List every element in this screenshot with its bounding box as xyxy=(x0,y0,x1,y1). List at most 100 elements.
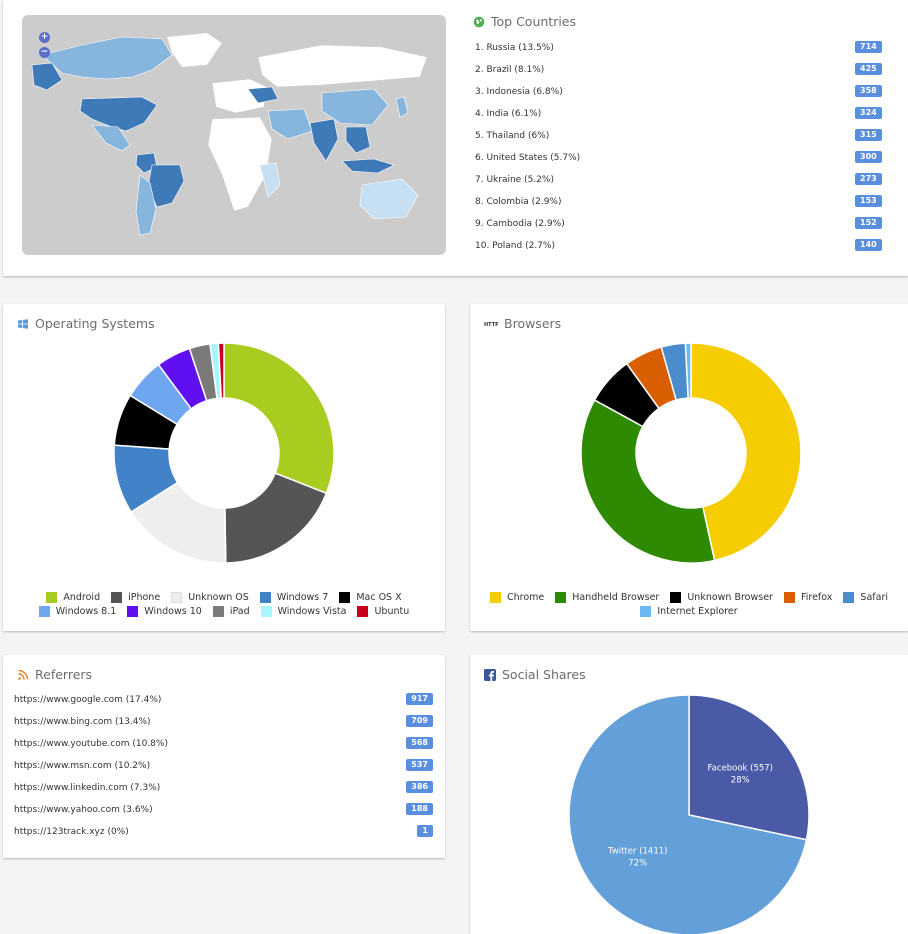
browsers-donut-chart xyxy=(580,342,802,564)
os-legend-swatch xyxy=(38,606,50,617)
browser-slice-internet-explorer[interactable] xyxy=(684,342,692,399)
os-legend-label: Android xyxy=(63,592,101,603)
social-slice-label: Twitter (1411) xyxy=(607,847,667,857)
browser-slice-chrome[interactable] xyxy=(690,342,802,562)
referrers-panel: Referrers https://www.google.com (17.4%)… xyxy=(3,655,445,858)
country-count-badge: 714 xyxy=(855,41,882,53)
country-count-badge: 315 xyxy=(855,129,882,141)
map-usa[interactable] xyxy=(79,96,158,132)
country-label: 1. Russia (13.5%) xyxy=(475,43,554,53)
country-count-badge: 324 xyxy=(855,107,882,119)
top-countries-title: Top Countries xyxy=(473,14,576,29)
social-shares-title: Social Shares xyxy=(484,667,586,682)
map-africa-east[interactable] xyxy=(259,162,281,198)
browser-legend-item[interactable]: Safari xyxy=(843,592,888,603)
referrer-label[interactable]: https://www.google.com (17.4%) xyxy=(14,695,162,705)
country-label: 6. United States (5.7%) xyxy=(475,153,581,163)
referrer-label[interactable]: https://www.youtube.com (10.8%) xyxy=(14,739,168,749)
map-russia[interactable] xyxy=(257,44,428,88)
map-middle-east[interactable] xyxy=(267,108,313,140)
social-shares-panel: Social Shares Facebook (557) 28% Twitter (… xyxy=(470,655,908,934)
referrer-count-badge: 568 xyxy=(406,737,433,749)
os-legend-label: Ubuntu xyxy=(374,606,410,617)
os-legend-item[interactable]: Mac OS X xyxy=(339,592,402,603)
browser-slice-handheld-browser[interactable] xyxy=(580,399,716,564)
map-china[interactable] xyxy=(321,88,389,126)
os-legend-item[interactable]: Unknown OS xyxy=(171,592,249,603)
operating-systems-title-text: Operating Systems xyxy=(35,316,155,331)
os-legend-label: iPhone xyxy=(128,592,161,603)
social-shares-title-text: Social Shares xyxy=(502,667,586,682)
os-legend-label: Windows Vista xyxy=(277,606,347,617)
world-map[interactable]: + − xyxy=(22,15,446,255)
os-slice-android[interactable] xyxy=(223,342,335,495)
referrer-label[interactable]: https://www.bing.com (13.4%) xyxy=(14,717,151,727)
os-legend-item[interactable]: Windows 10 xyxy=(127,606,202,617)
social-shares-pie-chart: Facebook (557) 28% Twitter (1411) 72% xyxy=(568,694,810,934)
map-southeast-asia[interactable] xyxy=(345,126,371,154)
country-count-badge: 273 xyxy=(855,173,882,185)
os-legend-item[interactable]: Windows 7 xyxy=(259,592,329,603)
operating-systems-donut-chart xyxy=(113,342,335,564)
os-legend-label: Windows 7 xyxy=(276,592,329,603)
os-legend-item[interactable]: iPhone xyxy=(111,592,160,603)
social-slice-facebook[interactable] xyxy=(688,694,810,841)
map-japan[interactable] xyxy=(395,96,409,118)
map-australia[interactable] xyxy=(359,178,419,220)
country-count-badge: 358 xyxy=(855,85,882,97)
referrer-label[interactable]: https://www.msn.com (10.2%) xyxy=(14,761,151,771)
referrer-label[interactable]: https://www.linkedin.com (7.3%) xyxy=(14,783,161,793)
os-legend-item[interactable]: Ubuntu xyxy=(357,606,409,617)
map-mexico[interactable] xyxy=(91,124,131,152)
os-legend-swatch xyxy=(212,606,224,617)
http-icon: HTTP xyxy=(484,322,498,328)
browser-legend-label: Unknown Browser xyxy=(687,592,773,603)
map-india[interactable] xyxy=(309,118,339,162)
browsers-panel: HTTP Browsers Chrome Handheld Browser Unkn… xyxy=(470,304,908,631)
map-ukraine-poland[interactable] xyxy=(247,86,279,104)
map-canada[interactable] xyxy=(41,36,173,80)
map-alaska[interactable] xyxy=(31,62,63,91)
map-indonesia[interactable] xyxy=(341,158,395,174)
social-slice-label: Facebook (557) xyxy=(708,763,774,773)
browser-legend-item[interactable]: Firefox xyxy=(783,592,833,603)
map-zoom-in-button[interactable]: + xyxy=(39,32,50,43)
browser-legend-label: Firefox xyxy=(800,592,833,603)
os-legend-item[interactable]: Windows Vista xyxy=(260,606,347,617)
map-europe[interactable] xyxy=(211,78,268,114)
browser-legend-item[interactable]: Chrome xyxy=(490,592,544,603)
browser-legend-item[interactable]: Internet Explorer xyxy=(640,606,738,617)
map-africa[interactable] xyxy=(207,116,273,212)
browser-legend-item[interactable]: Handheld Browser xyxy=(555,592,659,603)
os-legend-swatch xyxy=(46,592,58,603)
os-legend-item[interactable]: Android xyxy=(46,592,100,603)
referrers-title-text: Referrers xyxy=(35,667,93,682)
os-slice-ubuntu[interactable] xyxy=(217,342,225,399)
referrer-label[interactable]: https://123track.xyz (0%) xyxy=(14,827,129,837)
social-slice-twitter[interactable] xyxy=(568,694,808,934)
os-legend-label: Mac OS X xyxy=(356,592,402,603)
browser-legend-item[interactable]: Unknown Browser xyxy=(670,592,773,603)
top-countries-panel: + − Top Countries 1. Russia (13.5%) 714 2.… xyxy=(3,0,908,276)
operating-systems-legend: Android iPhone Unknown OS Windows 7 Mac OS X… xyxy=(23,592,425,617)
browsers-title: HTTP Browsers xyxy=(484,316,561,331)
country-label: 7. Ukraine (5.2%) xyxy=(475,175,554,185)
os-legend-item[interactable]: iPad xyxy=(212,606,250,617)
social-slice-percent: 28% xyxy=(731,775,750,785)
map-greenland[interactable] xyxy=(166,32,223,68)
country-count-badge: 140 xyxy=(855,239,882,251)
browser-legend-swatch xyxy=(555,592,567,603)
country-count-badge: 153 xyxy=(855,195,882,207)
referrer-label[interactable]: https://www.yahoo.com (3.6%) xyxy=(14,805,153,815)
os-legend-item[interactable]: Windows 8.1 xyxy=(38,606,116,617)
browser-legend-swatch xyxy=(843,592,855,603)
os-legend-swatch xyxy=(171,592,183,603)
os-slice-iphone[interactable] xyxy=(224,472,328,564)
map-south-america-south[interactable] xyxy=(135,174,157,236)
os-legend-swatch xyxy=(339,592,351,603)
browser-legend-swatch xyxy=(670,592,682,603)
country-label: 4. India (6.1%) xyxy=(475,109,542,119)
os-legend-label: iPad xyxy=(229,606,250,617)
map-zoom-out-button[interactable]: − xyxy=(39,47,50,58)
referrers-title: Referrers xyxy=(17,667,92,682)
